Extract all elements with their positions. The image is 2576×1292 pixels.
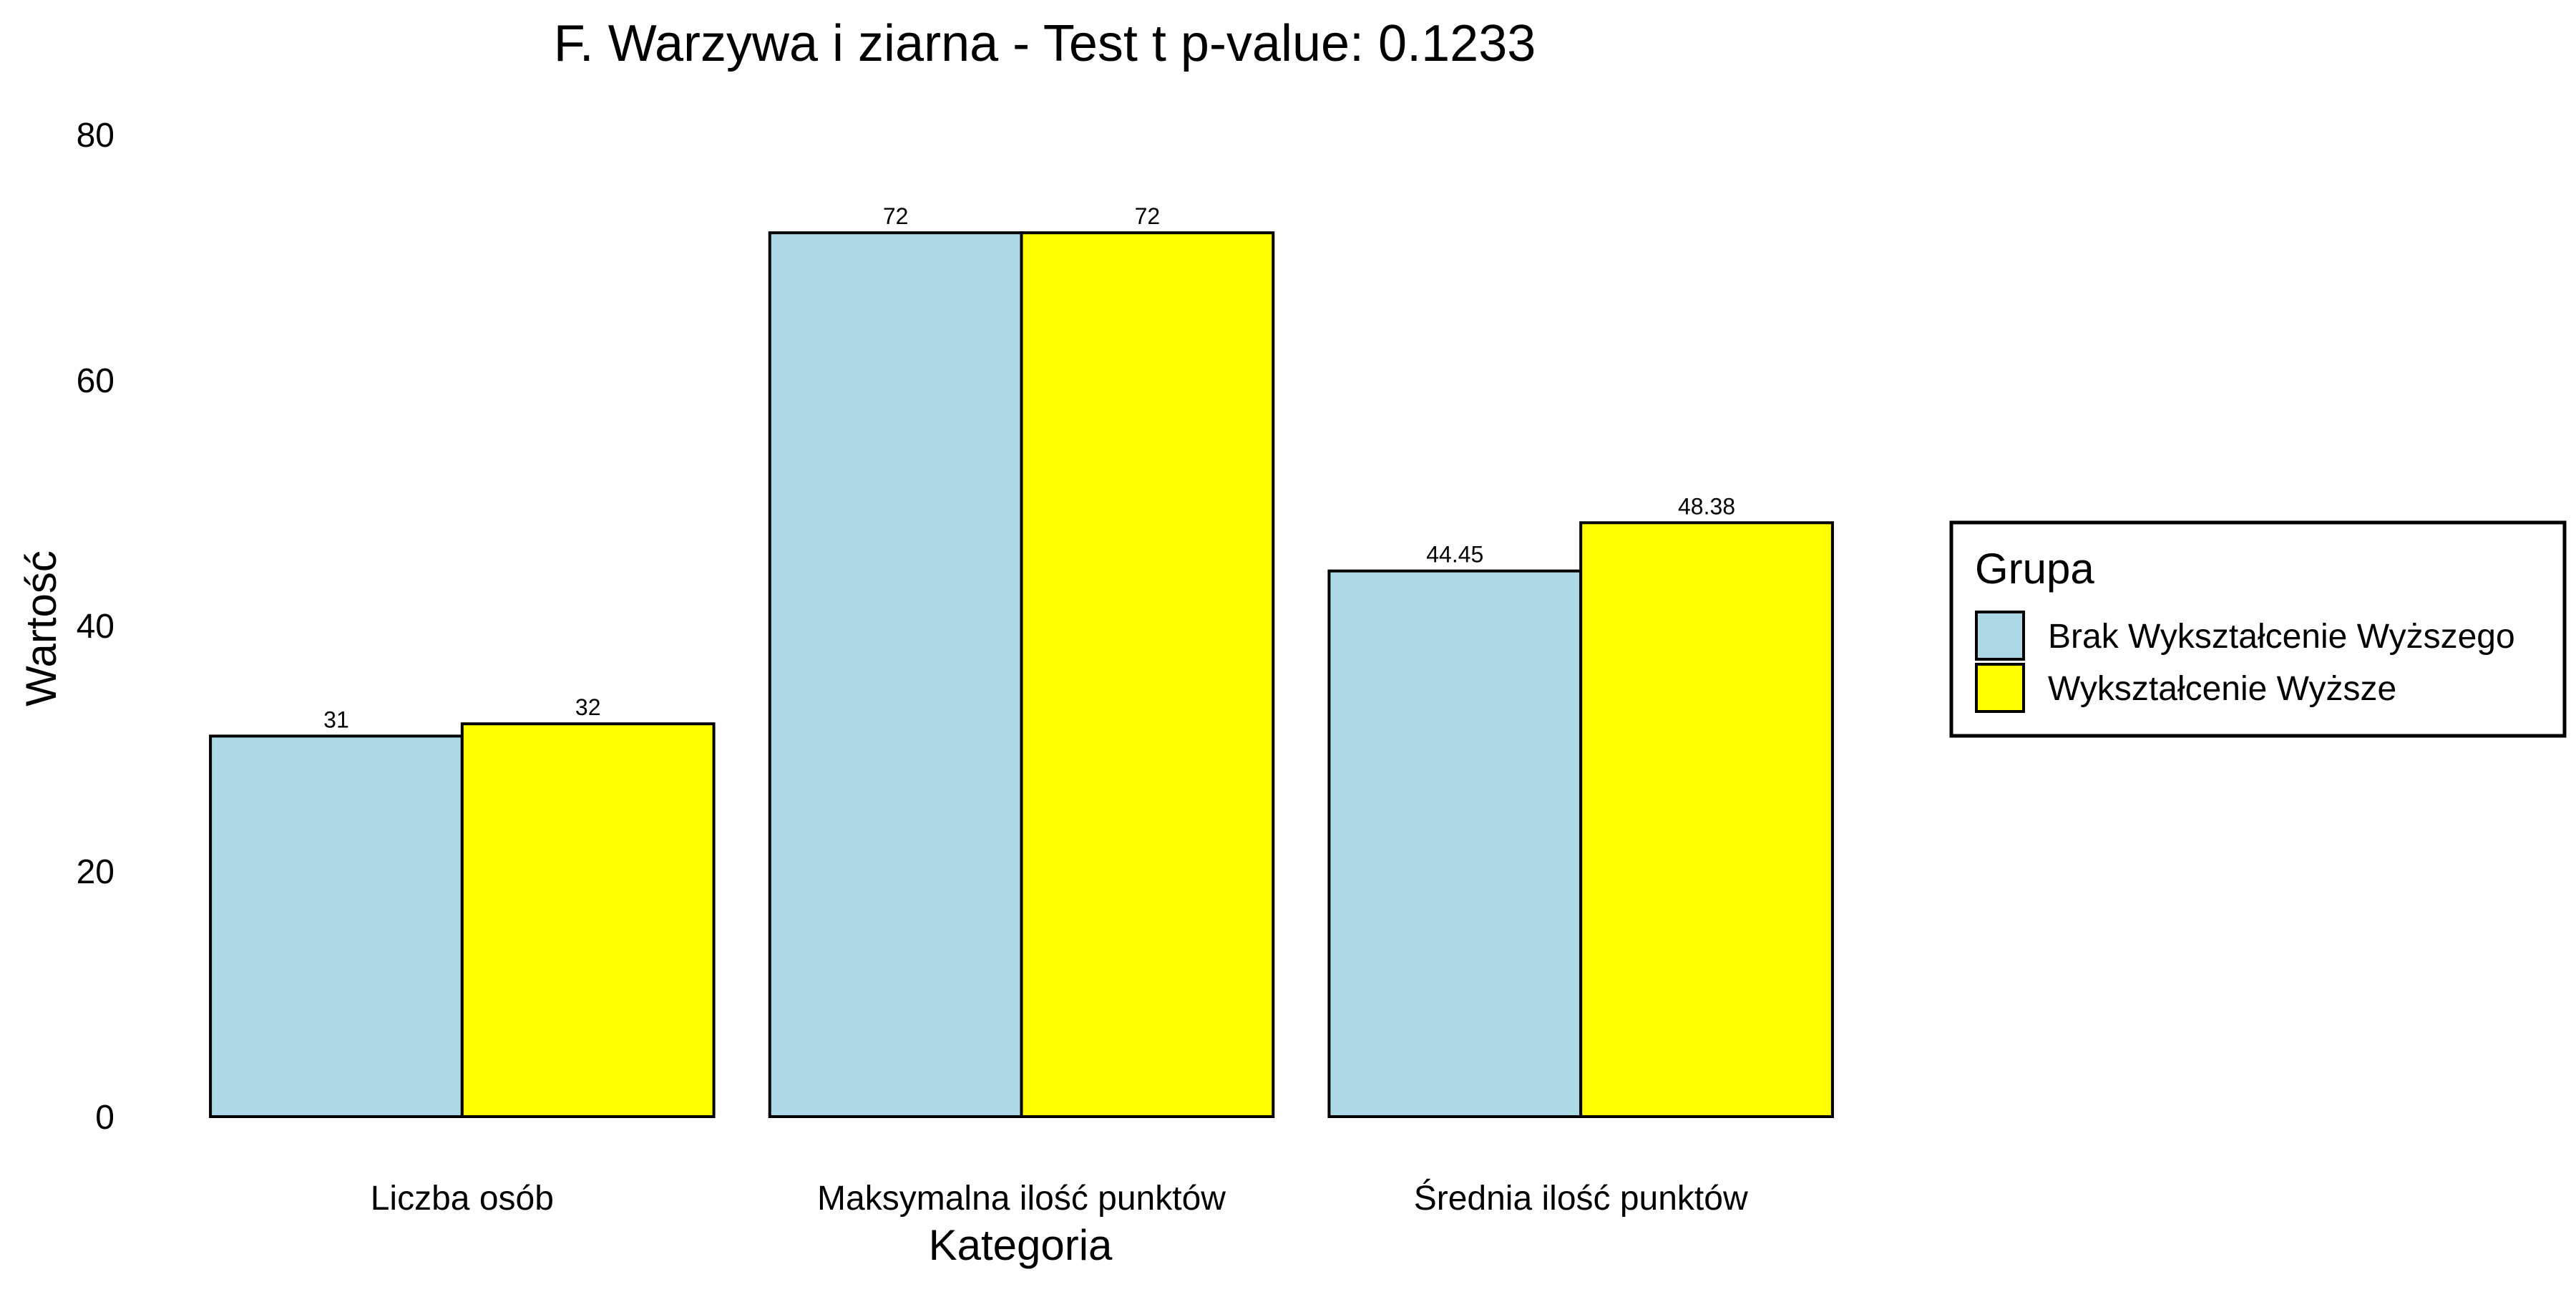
bar [1327, 569, 1583, 1118]
bar [209, 734, 464, 1118]
bar-value-label: 31 [323, 706, 349, 732]
legend-label: Brak Wykształcenie Wyższego [2048, 618, 2515, 656]
bar [1020, 231, 1275, 1119]
bar [1579, 521, 1834, 1118]
legend-items: Brak Wykształcenie Wyższego Wykształcenie… [1975, 611, 2515, 713]
x-tick-label: Średnia ilość punktów [1414, 1178, 1748, 1218]
legend-title: Grupa [1975, 545, 2094, 593]
legend-box [1949, 520, 2567, 738]
y-tick-label: 80 [77, 117, 114, 155]
y-tick-label: 20 [77, 853, 114, 891]
x-axis-title: Kategoria [929, 1221, 1113, 1269]
bar-value-label: 72 [883, 203, 909, 229]
y-tick-label: 0 [95, 1099, 114, 1137]
chart-title: F. Warzywa i ziarna - Test t p-value: 0.… [554, 15, 1536, 72]
bar [460, 722, 716, 1118]
y-axis-title: Wartość [17, 550, 65, 706]
bar-value-label: 72 [1135, 203, 1161, 229]
bar-value-label: 48.38 [1678, 493, 1735, 519]
x-tick-label: Liczba osób [371, 1180, 554, 1218]
y-tick-label: 40 [77, 608, 114, 646]
legend-swatch [1975, 663, 2025, 713]
legend-swatch [1975, 611, 2025, 661]
bar-value-label: 32 [575, 694, 601, 720]
legend: Grupa Brak Wykształcenie Wyższego Wykszta… [1949, 520, 2567, 738]
bar [768, 231, 1023, 1119]
x-axis-ticks: Liczba osób Maksymalna ilość punktów Średn… [371, 1178, 1748, 1218]
legend-label: Wykształcenie Wyższe [2048, 670, 2396, 708]
bars [209, 231, 1834, 1119]
bar-value-label: 44.45 [1426, 542, 1483, 568]
x-tick-label: Maksymalna ilość punktów [817, 1180, 1226, 1218]
data-labels: 31 32 72 72 44.45 48.38 [323, 203, 1735, 732]
y-tick-label: 60 [77, 362, 114, 400]
y-axis-ticks: 0 20 40 60 80 [77, 117, 114, 1137]
